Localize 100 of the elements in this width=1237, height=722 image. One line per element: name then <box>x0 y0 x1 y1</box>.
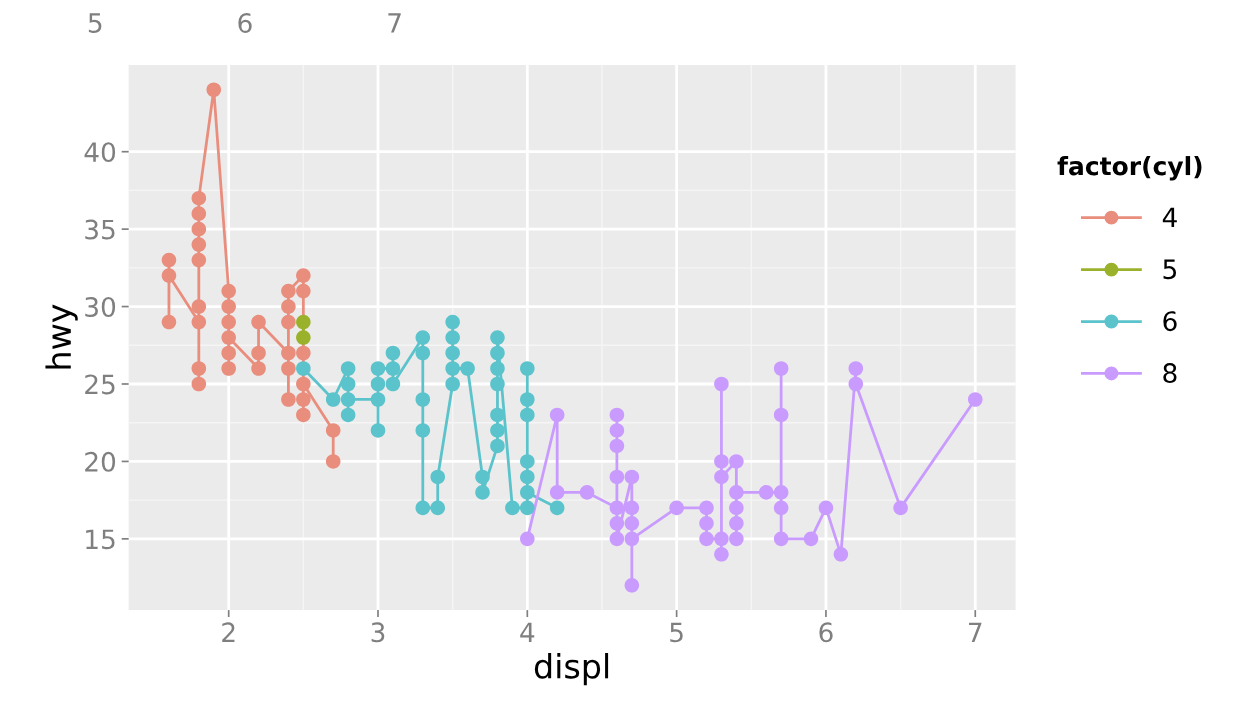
point <box>714 454 729 469</box>
point <box>385 376 401 392</box>
point <box>549 485 565 500</box>
point <box>520 485 535 500</box>
point <box>281 361 296 376</box>
point <box>415 392 431 407</box>
text: 7 <box>388 13 401 33</box>
point <box>490 438 505 454</box>
point <box>758 485 774 500</box>
point <box>624 516 640 531</box>
point <box>281 314 296 330</box>
point <box>773 407 789 423</box>
point <box>445 361 460 376</box>
point <box>385 361 401 376</box>
point <box>161 252 177 268</box>
text: 5 <box>88 13 102 33</box>
point <box>714 469 729 485</box>
y-tick-label: 25 <box>85 374 115 395</box>
point <box>370 423 386 438</box>
point <box>340 376 356 392</box>
legend-title: factor(cyl) <box>1057 156 1202 181</box>
point <box>221 314 236 330</box>
point <box>281 345 296 361</box>
point <box>296 376 311 392</box>
y-tick-label: 40 <box>84 142 116 163</box>
point <box>624 469 640 485</box>
point <box>281 283 296 299</box>
point <box>191 361 207 376</box>
point <box>445 376 460 392</box>
x-tick-label: 3 <box>371 622 385 643</box>
point <box>415 423 431 438</box>
point <box>520 531 535 547</box>
point <box>296 314 311 330</box>
point <box>729 500 744 516</box>
point <box>296 361 311 376</box>
point <box>699 500 714 516</box>
point <box>624 531 640 547</box>
point <box>161 268 177 283</box>
point <box>385 345 401 361</box>
point <box>296 283 311 299</box>
y-tick-label: 20 <box>85 451 116 472</box>
point <box>221 299 236 314</box>
point <box>221 361 236 376</box>
point <box>773 531 789 547</box>
point <box>609 423 625 438</box>
point <box>624 500 640 516</box>
point <box>460 361 475 376</box>
point <box>475 469 490 485</box>
point <box>490 407 505 423</box>
legend-label: 4 <box>1162 207 1177 227</box>
point <box>520 500 535 516</box>
point <box>191 221 207 237</box>
point <box>520 392 535 407</box>
point <box>191 206 207 221</box>
point <box>370 376 386 392</box>
point <box>609 469 625 485</box>
point <box>520 469 535 485</box>
point <box>609 500 625 516</box>
point <box>221 345 236 361</box>
point <box>445 345 460 361</box>
point <box>251 345 266 361</box>
point <box>579 485 595 500</box>
point <box>206 82 222 98</box>
point <box>773 361 789 376</box>
point <box>340 392 356 407</box>
point <box>325 392 341 407</box>
point <box>699 516 714 531</box>
point <box>415 330 431 345</box>
point <box>833 547 849 562</box>
y-axis-title: hwy <box>45 304 78 369</box>
point <box>296 345 311 361</box>
point <box>490 345 505 361</box>
point <box>296 268 311 283</box>
point <box>281 299 296 314</box>
point <box>430 500 446 516</box>
point <box>773 500 789 516</box>
point <box>609 438 625 454</box>
point <box>445 330 460 345</box>
point <box>191 190 207 206</box>
point <box>549 407 565 423</box>
y-tick-label: 30 <box>85 297 116 317</box>
point <box>490 330 505 345</box>
point <box>505 500 520 516</box>
point <box>191 314 207 330</box>
y-tick-label: 15 <box>86 529 115 550</box>
point <box>967 392 983 407</box>
point <box>549 500 565 516</box>
point <box>624 578 640 593</box>
point <box>609 407 625 423</box>
point <box>818 500 834 516</box>
point <box>609 516 625 531</box>
point <box>296 392 311 407</box>
point <box>490 376 505 392</box>
point <box>251 314 266 330</box>
x-tick-label: 5 <box>670 622 683 643</box>
point <box>340 407 356 423</box>
point <box>415 500 431 516</box>
text: 6 <box>238 12 252 33</box>
point <box>699 531 714 547</box>
point <box>161 314 177 330</box>
